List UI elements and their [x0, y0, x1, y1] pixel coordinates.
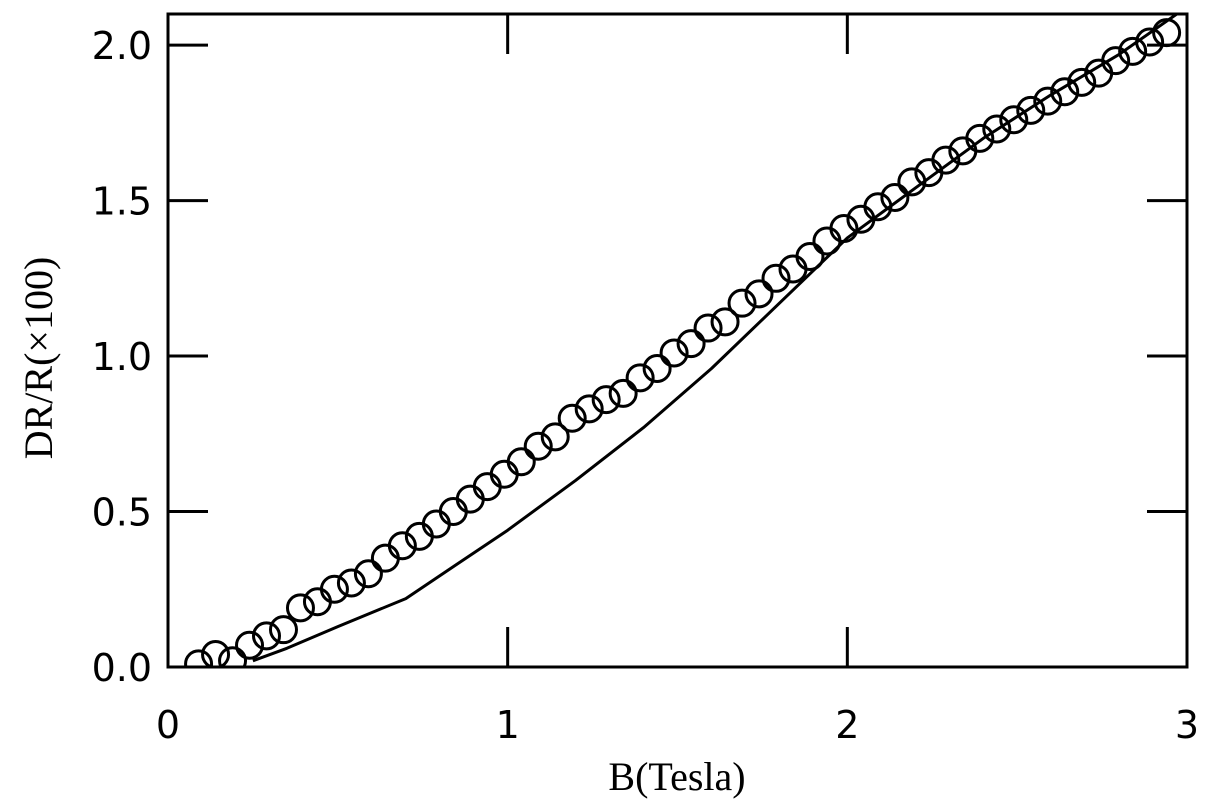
x-axis-title: B(Tesla)	[608, 754, 745, 799]
x-tick-label: 1	[496, 703, 520, 747]
data-point	[625, 363, 655, 393]
y-axis-title: DR/R(×100)	[16, 257, 61, 460]
plot-marks	[184, 14, 1182, 667]
data-point	[1118, 36, 1148, 66]
tick-labels: 0 1 2 3 0.0 0.5 1.0 1.5 2.0	[92, 24, 1200, 747]
y-tick-label: 1.5	[92, 180, 152, 224]
data-point	[659, 338, 689, 368]
y-tick-label: 0.5	[92, 491, 152, 535]
x-tick-label: 2	[835, 703, 859, 747]
data-point	[438, 497, 468, 527]
data-point	[1033, 86, 1063, 116]
data-point	[235, 630, 265, 660]
data-point	[489, 459, 519, 489]
data-point	[201, 640, 231, 667]
data-point	[1067, 67, 1097, 97]
data-point	[642, 353, 672, 383]
data-point	[370, 543, 400, 573]
data-point	[676, 329, 706, 359]
y-tick-label: 2.0	[92, 24, 152, 68]
data-point	[982, 114, 1012, 144]
x-tick-label: 3	[1175, 703, 1199, 747]
data-point	[965, 123, 995, 153]
data-point	[1016, 95, 1046, 125]
data-point	[1050, 77, 1080, 107]
data-point	[591, 385, 621, 415]
y-tick-label: 1.0	[92, 335, 152, 379]
data-point	[608, 378, 638, 408]
data-point	[795, 242, 825, 272]
data-point	[387, 531, 417, 561]
data-point	[268, 615, 298, 645]
data-point	[540, 422, 570, 452]
data-point	[353, 559, 383, 589]
data-point	[218, 646, 248, 667]
data-point	[1101, 46, 1131, 76]
data-point	[880, 182, 910, 212]
data-point	[184, 649, 214, 667]
data-point	[336, 568, 366, 598]
plot-frame	[166, 12, 1189, 669]
data-point	[710, 307, 740, 337]
data-point	[472, 472, 502, 502]
data-point	[523, 431, 553, 461]
data-point	[506, 447, 536, 477]
data-point	[574, 394, 604, 424]
data-point	[761, 263, 791, 293]
data-point	[727, 288, 757, 318]
data-point	[302, 587, 332, 617]
data-point	[744, 279, 774, 309]
data-point	[999, 105, 1029, 135]
data-point	[455, 484, 485, 514]
data-point	[319, 574, 349, 604]
y-tick-label: 0.0	[92, 646, 152, 690]
data-point	[693, 313, 723, 343]
axis-ticks	[166, 14, 1189, 669]
data-point	[931, 145, 961, 175]
data-point	[557, 403, 587, 433]
data-point	[285, 593, 315, 623]
x-tick-label: 0	[156, 703, 180, 747]
data-point	[252, 621, 282, 651]
model-curve	[252, 14, 1178, 663]
data-point	[421, 509, 451, 539]
